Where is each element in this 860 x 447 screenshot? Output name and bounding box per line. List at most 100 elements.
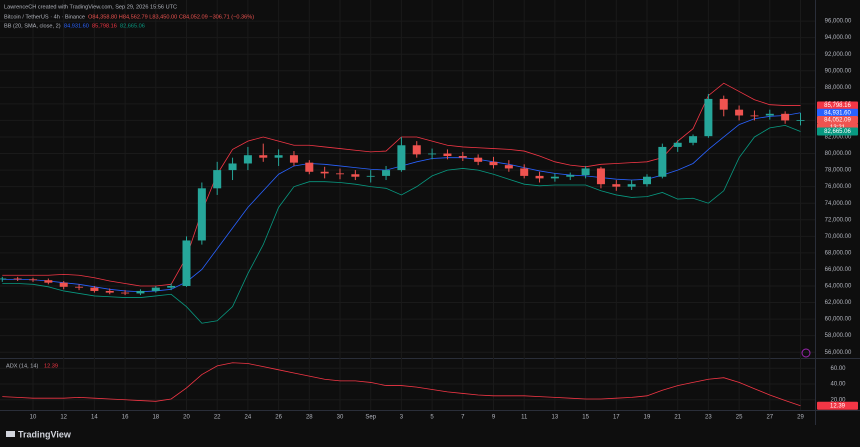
candle-body bbox=[735, 109, 744, 116]
candle-body bbox=[182, 240, 191, 286]
bollinger-band bbox=[2, 124, 801, 324]
candle-body bbox=[673, 142, 682, 147]
y-tick-label: 70,000.00 bbox=[825, 234, 852, 240]
adx-line bbox=[2, 362, 801, 407]
logo: TradingView bbox=[6, 429, 72, 439]
x-tick-label: 19 bbox=[644, 415, 651, 421]
adx-tag-label: 12.39 bbox=[830, 403, 846, 409]
x-tick-label: 25 bbox=[736, 415, 743, 421]
y-tick-label: 82,000.00 bbox=[825, 135, 852, 141]
y-tick-label: 56,000.00 bbox=[825, 350, 852, 356]
candle-body bbox=[44, 280, 53, 283]
x-tick-label: 22 bbox=[214, 415, 221, 421]
candle-body bbox=[366, 175, 375, 177]
candle-body bbox=[581, 168, 590, 176]
x-tick-label: 30 bbox=[337, 415, 344, 421]
y-tick-label: 90,000.00 bbox=[825, 68, 852, 74]
candle-body bbox=[458, 156, 467, 158]
candle-body bbox=[305, 162, 314, 172]
candle-body bbox=[289, 155, 298, 163]
y-tick-label: 88,000.00 bbox=[825, 85, 852, 91]
grid bbox=[0, 0, 815, 410]
candle-body bbox=[351, 174, 360, 177]
y-tick-label: 76,000.00 bbox=[825, 184, 852, 190]
x-tick-label: 13 bbox=[552, 415, 559, 421]
candle-body bbox=[412, 145, 421, 155]
x-tick-label: 7 bbox=[461, 415, 465, 421]
candle-body bbox=[397, 145, 406, 171]
candle-body bbox=[197, 188, 206, 241]
y-tick-label: 20.00 bbox=[830, 397, 846, 403]
x-tick-label: 15 bbox=[582, 415, 589, 421]
price-tag bbox=[817, 108, 858, 117]
candle-body bbox=[213, 170, 222, 189]
x-tick-label: 26 bbox=[275, 415, 282, 421]
candle-body bbox=[704, 98, 713, 137]
x-tick-label: 12 bbox=[60, 415, 67, 421]
price-tag-label: 82,665.06 bbox=[824, 129, 851, 135]
symbol: Bitcoin / TetherUS · 4h · Binance bbox=[4, 14, 85, 20]
price-tag-label: 84,931.60 bbox=[824, 110, 851, 116]
event-icon[interactable] bbox=[801, 348, 811, 358]
y-tick-label: 60,000.00 bbox=[825, 317, 852, 323]
price-tag bbox=[817, 116, 858, 125]
logo-mark bbox=[6, 431, 15, 437]
candle-body bbox=[489, 161, 498, 166]
y-tick-label: 72,000.00 bbox=[825, 217, 852, 223]
ohlc: O84,358.80 H84,562.79 L83,450.00 C84,052… bbox=[88, 14, 254, 20]
logo-text: TradingView bbox=[18, 429, 72, 439]
candle-body bbox=[474, 157, 483, 162]
candle-body bbox=[643, 176, 651, 185]
candle-body bbox=[612, 184, 621, 187]
candle-body bbox=[689, 136, 698, 143]
x-tick-label: 28 bbox=[306, 415, 313, 421]
candle-body bbox=[274, 155, 283, 158]
candle-body bbox=[336, 173, 344, 175]
candle-body bbox=[443, 153, 452, 157]
x-tick-label: 11 bbox=[521, 415, 528, 421]
candle-body bbox=[382, 170, 391, 176]
candle-body bbox=[658, 146, 667, 177]
x-tick-label: Sep bbox=[365, 415, 376, 421]
price-tag-label: 85,798.16 bbox=[824, 103, 851, 109]
y-tick-label: 62,000.00 bbox=[825, 300, 852, 306]
candle-body bbox=[259, 155, 268, 158]
bb-lower: 82,665.06 bbox=[120, 23, 145, 29]
candle-body bbox=[167, 285, 176, 288]
y-tick-label: 66,000.00 bbox=[825, 267, 852, 273]
y-tick-label: 68,000.00 bbox=[825, 250, 852, 256]
y-tick-label: 96,000.00 bbox=[825, 19, 852, 25]
candle-body bbox=[105, 290, 114, 293]
x-tick-label: 18 bbox=[152, 415, 159, 421]
candle-body bbox=[121, 292, 130, 294]
y-tick-label: 64,000.00 bbox=[825, 284, 852, 290]
candle-body bbox=[719, 98, 728, 110]
bb-upper: 85,798.16 bbox=[92, 23, 117, 29]
x-tick-label: 17 bbox=[613, 415, 620, 421]
x-tick-label: 3 bbox=[400, 415, 404, 421]
x-tick-label: 5 bbox=[430, 415, 434, 421]
y-tick-label: 78,000.00 bbox=[825, 168, 852, 174]
candle-body bbox=[627, 184, 636, 187]
candle-body bbox=[151, 287, 160, 291]
candle-body bbox=[29, 279, 37, 281]
candle-body bbox=[428, 153, 437, 155]
y-tick-label: 74,000.00 bbox=[825, 201, 852, 207]
adx-legend-value: 12.39 bbox=[44, 363, 58, 369]
y-tick-label: 80,000.00 bbox=[825, 151, 852, 157]
credit: LawrenceCH created with TradingView.com,… bbox=[4, 4, 177, 10]
x-tick-label: 9 bbox=[492, 415, 496, 421]
candle-body bbox=[13, 278, 22, 280]
candle-body bbox=[750, 115, 759, 117]
candle-body bbox=[520, 168, 529, 176]
candle-body bbox=[566, 175, 575, 177]
candle-body bbox=[59, 282, 68, 287]
candle-body bbox=[781, 113, 790, 121]
x-tick-label: 21 bbox=[674, 415, 681, 421]
price-tag bbox=[817, 101, 858, 110]
x-tick-label: 23 bbox=[705, 415, 712, 421]
adx-title: ADX (14, 14) bbox=[6, 363, 38, 369]
candle-body bbox=[228, 163, 237, 171]
